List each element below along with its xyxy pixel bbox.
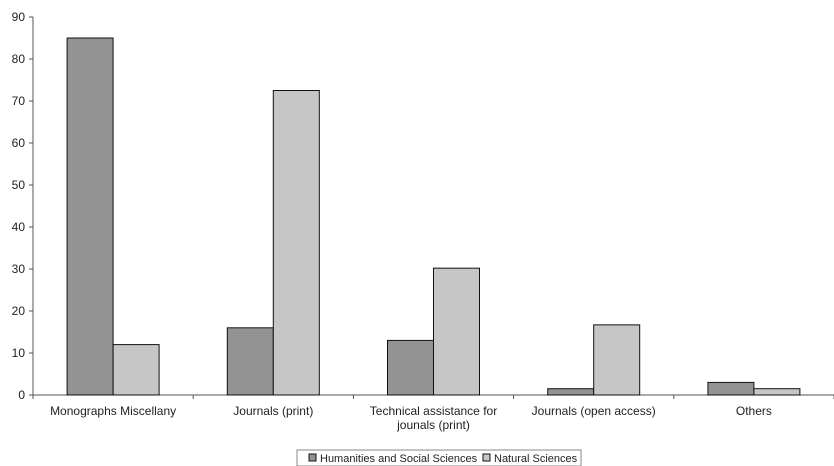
y-tick-label: 70 [12, 94, 26, 108]
bar [387, 339, 434, 396]
bar [272, 90, 320, 396]
bar [112, 344, 160, 396]
x-tick-label: Monographs Miscellany [50, 404, 176, 418]
axes: 0 10 20 30 40 50 60 70 80 90 [12, 10, 834, 402]
y-tick-label: 10 [12, 346, 26, 360]
x-tick-label: Others [736, 404, 772, 418]
legend-swatch [308, 453, 317, 462]
y-tick-label: 90 [12, 10, 26, 24]
x-tick-label: Journals (print) [233, 404, 313, 418]
bar [226, 327, 274, 396]
bar [66, 37, 114, 396]
labels: Monographs Miscellany Journals (print) Tec… [50, 404, 772, 432]
legend-swatch [482, 453, 491, 462]
legend-label: Natural Sciences [494, 453, 578, 465]
y-tick-label: 30 [12, 262, 26, 276]
bar [547, 388, 595, 396]
legend-label: Humanities and Social Sciences [320, 453, 478, 465]
y-tick-label: 50 [12, 178, 26, 192]
legend-box [296, 449, 582, 466]
bar [753, 388, 801, 396]
y-tick-label: 80 [12, 52, 26, 66]
bar [593, 324, 641, 396]
x-tick-label: Journals (open access) [532, 404, 656, 418]
bar [433, 267, 480, 396]
legend: Humanities and Social Sciences Natural Sc… [296, 449, 582, 466]
bars [66, 37, 801, 396]
bar [707, 381, 755, 396]
y-tick-label: 60 [12, 136, 26, 150]
x-tick-label: Technical assistance for jounals (print) [370, 404, 497, 432]
y-tick-label: 40 [12, 220, 26, 234]
y-tick-label: 0 [18, 388, 25, 402]
y-tick-label: 20 [12, 304, 26, 318]
